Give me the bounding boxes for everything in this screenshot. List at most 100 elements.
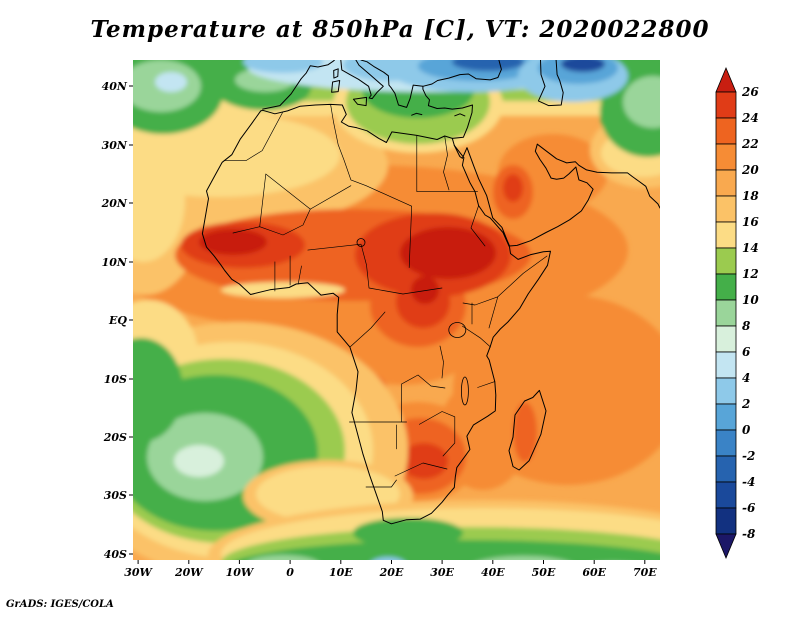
colorbar-top-triangle — [715, 66, 737, 93]
cold-turkey-core — [452, 60, 524, 71]
colorbar: 26 24 22 20 18 16 14 12 10 8 6 4 2 0 -2 … — [715, 66, 759, 560]
colorbar-box — [715, 195, 737, 223]
hot-kalahari-core — [400, 443, 448, 479]
colorbar-bottom-triangle — [715, 533, 737, 560]
iran-pakistan-coastline — [536, 143, 660, 209]
country-borders — [223, 104, 548, 488]
colorbar-label: 24 — [741, 111, 759, 125]
mild-nw-sahara — [133, 113, 340, 197]
cold-iberia — [243, 60, 323, 73]
colorbar-label: 18 — [742, 189, 759, 203]
colorbar-box — [715, 325, 737, 353]
lon-label: 50E — [532, 566, 556, 579]
italy-coastline — [340, 60, 384, 100]
colorbar-label: 4 — [742, 371, 750, 385]
colorbar-label: 2 — [741, 397, 750, 411]
colorbar-labels: 26 24 22 20 18 16 14 12 10 8 6 4 2 0 -2 … — [741, 85, 759, 541]
lon-label: 70E — [633, 566, 657, 579]
page-title: Temperature at 850hPa [C], VT: 202002280… — [91, 16, 710, 43]
colorbar-label: -8 — [742, 527, 756, 541]
colorbar-box — [715, 507, 737, 535]
colorbar-box — [715, 403, 737, 431]
colorbar-box — [715, 299, 737, 327]
lat-label: 30S — [104, 489, 127, 502]
coldpool-core — [174, 445, 224, 477]
colorbar-box — [715, 429, 737, 457]
lat-label: 10N — [102, 256, 128, 269]
colorbar-label: -2 — [742, 449, 755, 463]
southern-blue-pocket — [373, 557, 403, 560]
lon-label: 20W — [174, 566, 204, 579]
lat-label: 20N — [101, 197, 128, 210]
coldpool-left-arm-green — [133, 338, 183, 442]
cool-topleft-spot — [155, 72, 187, 92]
southern-rim-yellowgreen — [221, 527, 660, 560]
lat-label: 40N — [102, 80, 128, 93]
lon-label: 10W — [226, 566, 255, 579]
africa-coastline — [201, 103, 551, 525]
lat-label: 40S — [104, 548, 127, 561]
lake-victoria-outline — [448, 322, 467, 338]
caspian-sea-coastline — [537, 60, 564, 107]
lon-label: 30W — [124, 566, 153, 579]
lon-label: 60E — [582, 566, 606, 579]
mild-atlantic-arm — [133, 138, 185, 262]
colorbar-label: -4 — [742, 475, 755, 489]
x-axis-labels: 30W 20W 10W 0 10E 20E 30E 40E 50E 60E 70… — [124, 566, 657, 579]
map-linework — [201, 60, 660, 525]
lon-label: 30E — [430, 566, 454, 579]
mediterranean-islands — [331, 68, 466, 117]
colorbar-label: -6 — [742, 501, 756, 515]
cold-caspian-core — [561, 60, 605, 72]
colorbar-box — [715, 377, 737, 405]
colorbar-label: 16 — [742, 215, 759, 229]
colorbar-label: 0 — [742, 423, 751, 437]
balkans-greece-coastline — [360, 60, 424, 108]
colorbar-box — [715, 117, 737, 145]
southern-rim-lightgreen — [483, 556, 563, 560]
madagascar-coastline — [508, 389, 547, 471]
south-coast-green — [353, 518, 463, 548]
colorbar-label: 14 — [742, 241, 759, 255]
cool-right-inner — [623, 76, 660, 128]
levant-turkey-blacksea-coastline — [422, 60, 502, 139]
lon-label: 40E — [481, 566, 505, 579]
colorbar-box — [715, 169, 737, 197]
y-axis-labels: 40N 30N 20N 10N EQ 10S 20S 30S 40S — [101, 80, 128, 561]
colorbar-label: 22 — [741, 137, 759, 151]
shaded-temperature-field — [133, 60, 660, 560]
colorbar-label: 26 — [741, 85, 759, 99]
colorbar-box — [715, 481, 737, 509]
lon-label: 0 — [286, 566, 294, 579]
colorbar-box — [715, 273, 737, 301]
hot-madagascar — [513, 402, 537, 462]
hot-west-africa-core — [199, 229, 267, 255]
lon-label: 10E — [329, 566, 353, 579]
hot-red-sea-core — [503, 174, 523, 202]
colorbar-label: 12 — [742, 267, 759, 281]
lat-label: 10S — [104, 373, 127, 386]
lake-malawi-outline — [460, 376, 469, 406]
hot-sudan-core — [400, 227, 496, 279]
lat-label: EQ — [108, 314, 127, 327]
grads-credit: GrADS: IGES/COLA — [6, 599, 114, 610]
colorbar-label: 8 — [742, 319, 751, 333]
colorbar-box — [715, 351, 737, 379]
colorbar-label: 6 — [742, 345, 751, 359]
arabia-coastline — [453, 143, 594, 247]
iberia-france-coastline — [262, 60, 335, 110]
colorbar-box — [715, 221, 737, 249]
colorbar-box — [715, 455, 737, 483]
lat-label: 20S — [103, 431, 127, 444]
colorbar-box — [715, 143, 737, 171]
colorbar-label: 10 — [742, 293, 759, 307]
lon-label: 20E — [379, 566, 404, 579]
hot-congo-core — [411, 276, 439, 304]
colorbar-box — [715, 247, 737, 275]
southwest-lightgreen — [251, 555, 315, 560]
lake-chad-outline — [356, 238, 366, 247]
axis-ticks — [129, 85, 646, 564]
lat-label: 30N — [102, 139, 128, 152]
